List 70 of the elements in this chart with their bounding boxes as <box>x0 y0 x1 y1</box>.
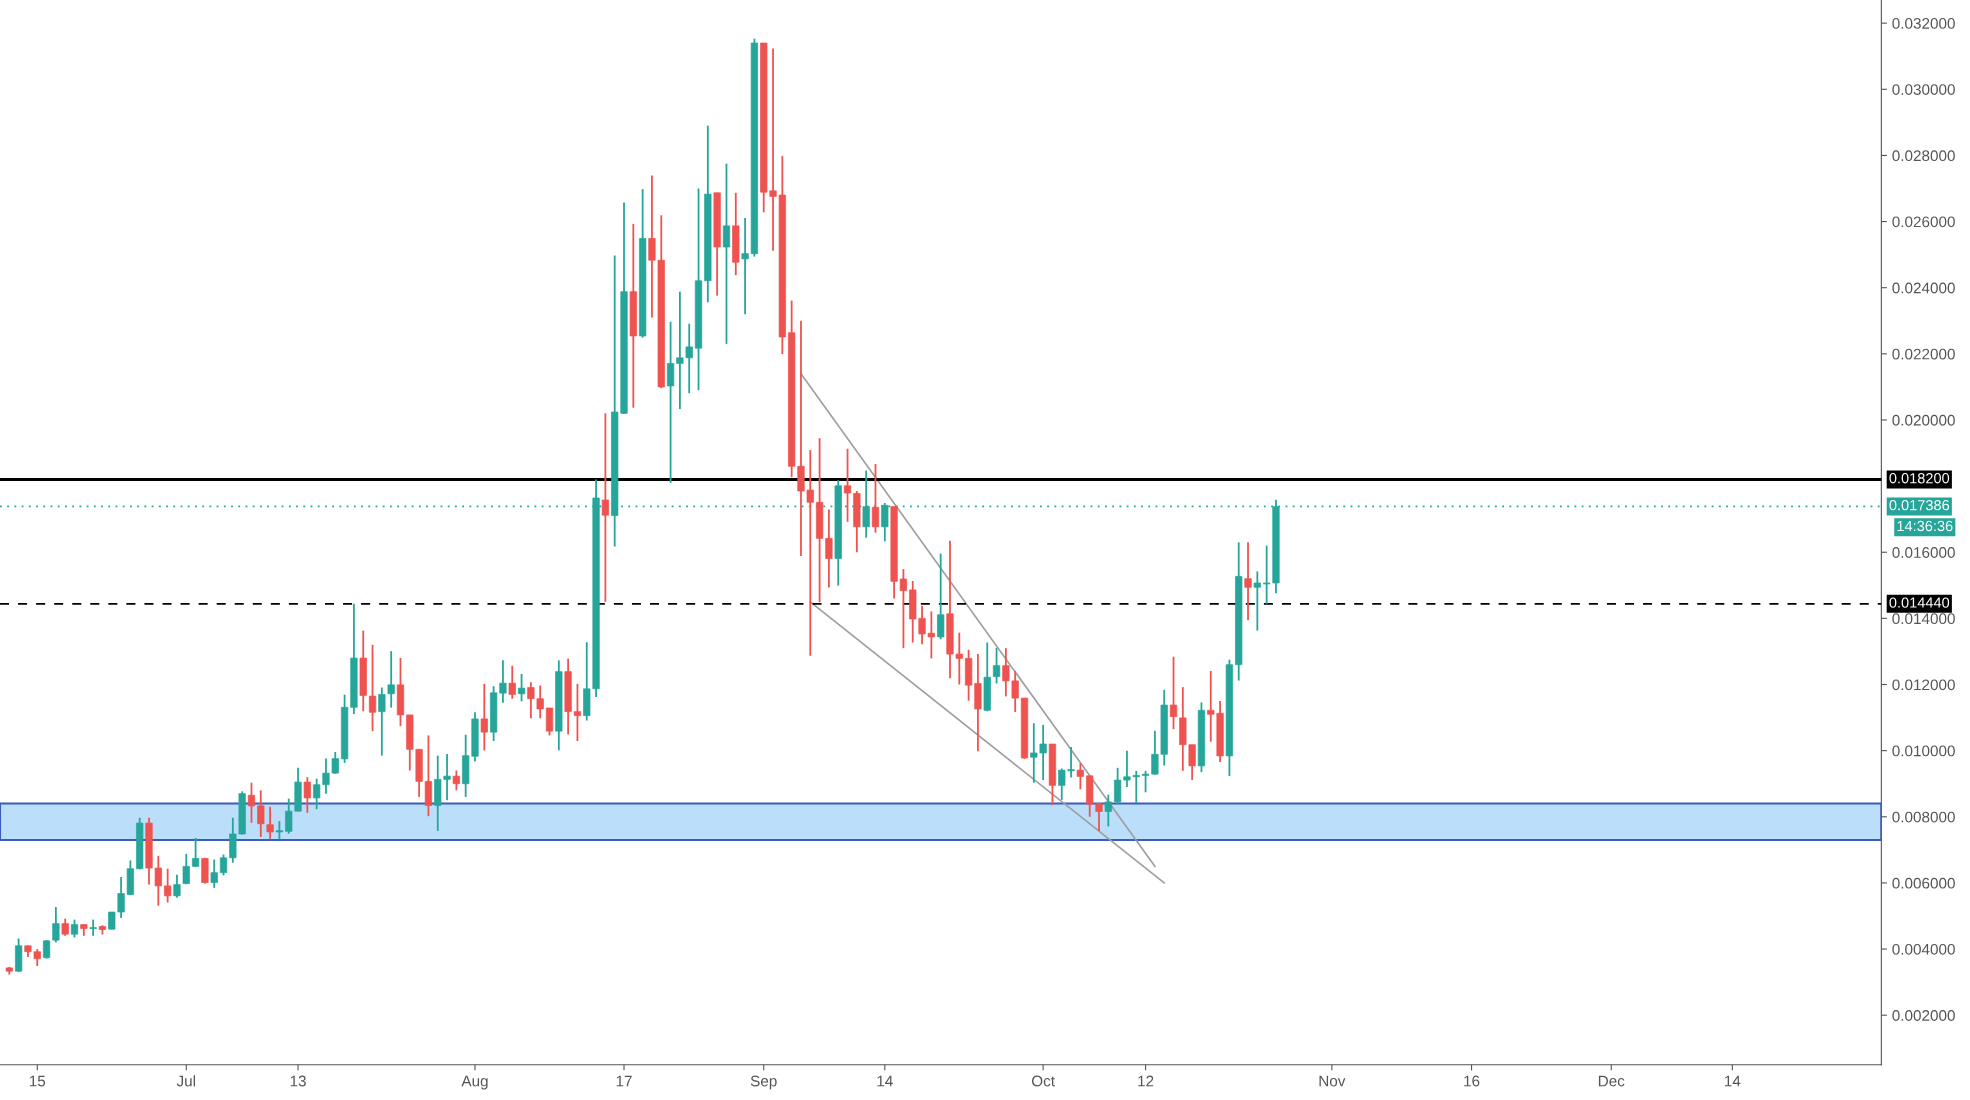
candlestick <box>517 673 526 703</box>
y-tick-label: 0.004000 <box>1892 943 1955 955</box>
candlestick <box>210 858 218 889</box>
candlestick <box>862 469 870 539</box>
candlestick <box>1076 762 1084 791</box>
y-tick-label: 0.006000 <box>1892 877 1955 889</box>
text: 14:36:36 <box>1897 520 1953 532</box>
x-tick-label: 15 <box>29 1075 46 1087</box>
x-tick-label: Nov <box>1319 1075 1346 1087</box>
candlestick <box>899 568 908 650</box>
candlestick <box>937 552 945 641</box>
candlestick <box>871 463 880 534</box>
y-tick-label: 0.022000 <box>1892 348 1955 360</box>
x-tick-label: 12 <box>1138 1075 1154 1087</box>
y-tick-label: 0.010000 <box>1892 745 1955 757</box>
candlestick <box>164 867 172 904</box>
candlestick <box>387 650 395 709</box>
candlestick <box>89 918 97 937</box>
ref-line-label: 0.017386 <box>1889 500 1950 511</box>
x-tick-label: 14 <box>1725 1075 1741 1087</box>
candlestick <box>191 837 200 868</box>
y-tick-label: 0.028000 <box>1892 150 1955 162</box>
candlestick <box>275 820 284 841</box>
candlestick <box>173 873 181 899</box>
candlestick <box>378 686 386 757</box>
candlestick <box>42 939 51 960</box>
candlestick <box>266 805 274 841</box>
candlestick <box>368 643 377 733</box>
candlestick <box>1169 655 1178 731</box>
y-tick-label: 0.020000 <box>1892 414 1955 426</box>
candlestick <box>480 682 488 752</box>
x-tick-label: Oct <box>1031 1075 1055 1087</box>
x-tick-label: Aug <box>461 1075 488 1090</box>
candlestick <box>1244 541 1252 622</box>
candlestick <box>1141 769 1150 794</box>
y-tick-label: 0.026000 <box>1892 216 1955 228</box>
x-tick-label: Dec <box>1598 1075 1625 1087</box>
ref-line-label: 0.014440 <box>1889 597 1950 608</box>
candlestick <box>219 853 228 877</box>
candlestick <box>52 906 60 944</box>
candlestick <box>247 781 256 824</box>
candlestick <box>303 776 311 814</box>
candlestick <box>1253 570 1261 632</box>
candlestick <box>508 664 516 700</box>
candlestick <box>992 646 1001 685</box>
y-tick-label: 0.016000 <box>1892 547 1955 558</box>
candlestick <box>452 769 460 792</box>
candlestick <box>182 852 190 886</box>
x-tick-label: 13 <box>290 1075 306 1087</box>
y-tick-label: 0.002000 <box>1892 1010 1955 1021</box>
x-tick-label: 14 <box>877 1075 893 1087</box>
candlestick <box>1104 793 1112 828</box>
ref-line-label: 0.018200 <box>1889 473 1950 484</box>
x-tick-label: Jul <box>176 1075 196 1087</box>
x-tick-label: 17 <box>616 1075 632 1087</box>
candlestick <box>843 447 852 523</box>
candlestick <box>257 789 265 838</box>
x-tick-label: 16 <box>1464 1075 1480 1087</box>
candlestick <box>601 412 609 603</box>
y-tick-label: 0.024000 <box>1892 282 1955 294</box>
y-tick-label: 0.014000 <box>1892 613 1955 625</box>
y-tick-label: 0.008000 <box>1892 811 1955 823</box>
candlestick <box>666 320 675 484</box>
x-tick-label: Sep <box>750 1075 777 1090</box>
candlestick <box>545 707 554 737</box>
y-tick-label: 0.032000 <box>1892 18 1955 29</box>
candlestick <box>573 682 582 742</box>
y-tick-label: 0.030000 <box>1892 84 1955 95</box>
candlestick <box>722 162 731 345</box>
y-tick-label: 0.012000 <box>1892 679 1955 691</box>
